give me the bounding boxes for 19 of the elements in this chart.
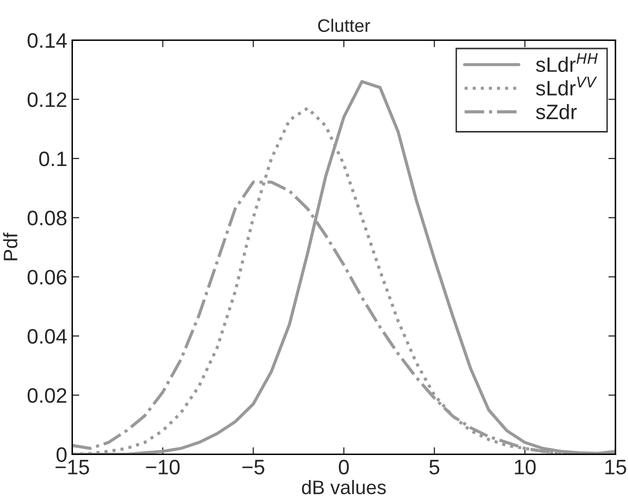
x-tick-label: 5 xyxy=(429,460,440,474)
y-tick-label: 0.1 xyxy=(39,151,66,166)
y-tick-label: 0.04 xyxy=(28,328,67,344)
legend-label: sLdr$^{VV}$ xyxy=(536,76,597,96)
y-tick-label: 0.12 xyxy=(28,92,66,108)
x-tick-label: 0 xyxy=(338,460,349,474)
x-tick-label: 15 xyxy=(605,460,626,474)
chart-title: Clutter xyxy=(318,18,370,32)
x-tick-label: −5 xyxy=(242,460,264,474)
y-tick-label: 0.08 xyxy=(28,210,66,226)
legend-label: sZdr xyxy=(536,104,577,120)
y-axis-title: Pdf xyxy=(3,232,18,260)
legend-label: sLdr$^{HH}$ xyxy=(536,53,598,72)
y-tick-label: 0.06 xyxy=(28,270,66,285)
y-tick-label: 0.14 xyxy=(28,33,67,48)
x-axis-title: dB values xyxy=(302,480,386,494)
x-tick-label: 10 xyxy=(514,460,536,474)
x-tick-label: −10 xyxy=(146,460,180,474)
y-tick-label: 0.02 xyxy=(28,388,66,403)
